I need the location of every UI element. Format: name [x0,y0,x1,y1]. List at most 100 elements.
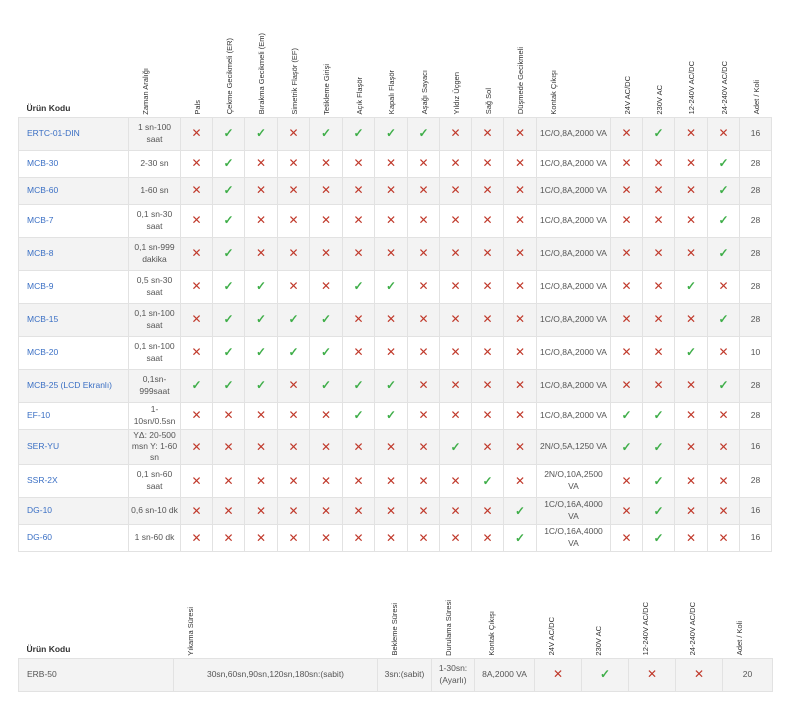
cell: ✕ [374,236,408,271]
column-header: Durulama Süresi [432,574,475,658]
cross-icon: ✕ [450,473,461,488]
cell: ✕ [180,203,213,238]
check-icon: ✓ [514,503,526,518]
cross-icon: ✕ [450,183,461,198]
qty-cell: 28 [739,368,772,403]
cell: ✓ [581,657,629,692]
cross-icon: ✕ [685,246,697,261]
cross-icon: ✕ [514,183,526,198]
cross-icon: ✕ [646,667,658,682]
product-code-link[interactable]: MCB-8 [18,236,129,271]
cell: ✕ [534,657,582,692]
time-range-cell: 2-30 sn [128,149,181,178]
column-header-label: Çekme Gecikmeli (ER) [224,38,234,115]
cell: ✕ [244,203,278,238]
cell: ✕ [180,236,213,271]
column-header: Sağ Sol [472,10,504,117]
contact-cell: 1C/O,8A,2000 VA [536,236,611,271]
cell: ✕ [180,176,213,205]
cross-icon: ✕ [418,345,429,360]
cell: ✕ [309,523,343,552]
cell: ✕ [309,428,343,465]
product-code-link[interactable]: MCB-7 [18,203,129,238]
product-code-link[interactable]: SSR-2X [18,463,129,498]
cell: ✕ [407,428,440,465]
cross-icon: ✕ [223,503,234,518]
table-row: MCB-25 (LCD Ekranlı) 0,1sn-999saat ✓ ✓ ✓ ✕ ✓ ✓ ✓… [18,368,772,403]
cell: ✕ [342,302,375,337]
cell: ✕ [707,428,740,465]
product-code-link[interactable]: MCB-15 [18,302,129,337]
column-header-label: Adet / Koli [751,80,761,115]
cell: ✕ [244,428,278,465]
qty-cell: 16 [739,428,772,465]
product-code-link[interactable]: MCB-20 [18,335,129,370]
cell: ✕ [642,335,675,370]
cell: ✓ [707,203,740,238]
cell: ✓ [374,116,408,151]
qty-cell: 28 [739,236,772,271]
check-icon: ✓ [653,473,664,488]
cell: ✕ [610,368,643,403]
cell: ✕ [707,463,740,498]
cell: ✕ [244,149,278,178]
cell: ✕ [610,496,643,525]
cross-icon: ✕ [653,312,664,327]
cross-icon: ✕ [653,213,664,228]
cross-icon: ✕ [653,156,664,171]
product-code-link[interactable]: EF-10 [18,401,129,430]
check-icon: ✓ [482,473,493,488]
cross-icon: ✕ [482,378,493,393]
cross-icon: ✕ [482,439,493,454]
check-icon: ✓ [685,279,697,294]
cell: ✕ [674,116,708,151]
cross-icon: ✕ [255,246,267,261]
cell: ✕ [309,463,343,498]
product-code-link[interactable]: ERTC-01-DIN [18,116,129,151]
qty-cell: 16 [739,496,772,525]
cross-icon: ✕ [191,439,202,454]
cell: ✕ [374,176,408,205]
product-code-link[interactable]: SER-YU [18,428,129,465]
product-code-link[interactable]: MCB-25 (LCD Ekranlı) [18,368,129,403]
cell: ✕ [503,335,537,370]
contact-cell: 1C/O,8A,2000 VA [536,269,611,304]
cross-icon: ✕ [191,213,202,228]
cross-icon: ✕ [353,439,364,454]
cross-icon: ✕ [450,503,461,518]
column-header: 230V AC [643,10,675,117]
cross-icon: ✕ [191,345,202,360]
cross-icon: ✕ [353,246,364,261]
check-icon: ✓ [718,312,729,327]
cell: ✕ [642,236,675,271]
cross-icon: ✕ [320,530,332,545]
check-icon: ✓ [718,378,729,393]
cross-icon: ✕ [418,503,429,518]
cross-icon: ✕ [450,246,461,261]
cell: ✕ [309,269,343,304]
time-range-cell: 1-10sn/0.5sn [128,401,181,430]
cell: ✕ [610,176,643,205]
cell: ✓ [309,368,343,403]
product-code-link[interactable]: DG-10 [18,496,129,525]
cell: ✓ [642,496,675,525]
check-icon: ✓ [653,503,664,518]
cell: ✕ [471,428,504,465]
product-code-link[interactable]: MCB-30 [18,149,129,178]
table-row: DG-10 0,6 sn-10 dk ✕ ✕ ✕ ✕ ✕ ✕ ✕ ✕ ✕ ✕ ✓ 1C/O,16A,400… [18,496,772,525]
cross-icon: ✕ [514,473,526,488]
time-range-cell: 0,1 sn-60 saat [128,463,181,498]
product-code-link[interactable]: MCB-9 [18,269,129,304]
product-code-link[interactable]: MCB-60 [18,176,129,205]
cross-icon: ✕ [482,530,493,545]
cell: ✓ [374,368,408,403]
cross-icon: ✕ [418,378,429,393]
cross-icon: ✕ [482,345,493,360]
product-code-link[interactable]: DG-60 [18,523,129,552]
check-icon: ✓ [223,345,234,360]
cell: ✕ [309,496,343,525]
column-header: Zaman Aralığı [129,10,181,117]
cell: ✓ [707,176,740,205]
cross-icon: ✕ [223,439,234,454]
cell: ✕ [212,463,245,498]
